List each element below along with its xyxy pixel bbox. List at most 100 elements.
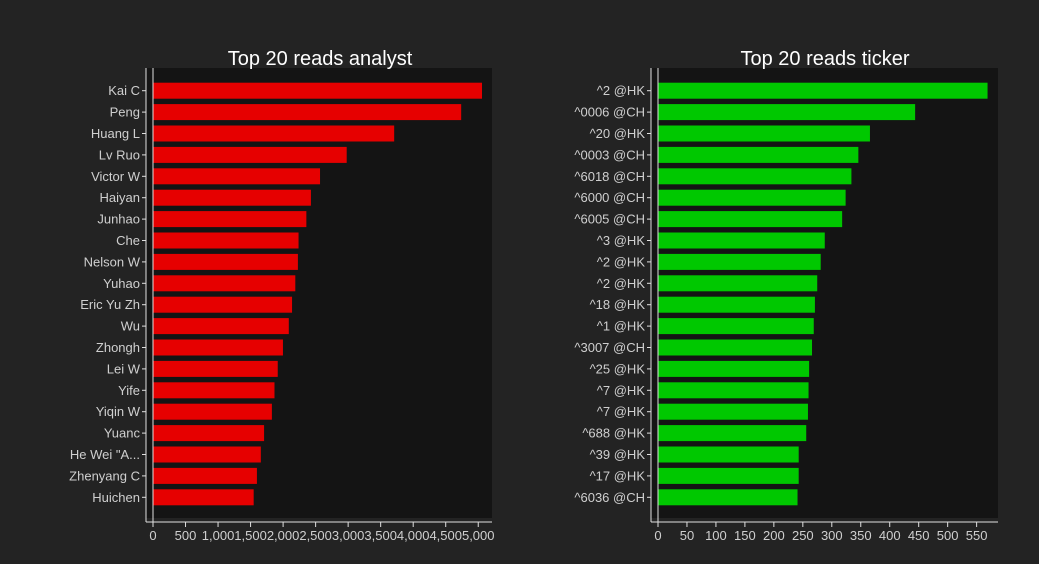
ticker-bar[interactable] xyxy=(658,82,988,99)
ticker-category-label: ^20 @HK xyxy=(590,126,646,141)
analyst-category-label: Kai C xyxy=(108,83,140,98)
ticker-bar[interactable] xyxy=(658,211,843,228)
ticker-category-label: ^6036 @CH xyxy=(574,490,645,505)
ticker-x-tick-label: 300 xyxy=(821,528,843,543)
analyst-bar[interactable] xyxy=(153,189,311,206)
analyst-category-label: Nelson W xyxy=(84,254,141,269)
ticker-bar[interactable] xyxy=(658,425,807,442)
ticker-bar[interactable] xyxy=(658,360,810,377)
analyst-bar[interactable] xyxy=(153,253,298,270)
ticker-x-tick-label: 200 xyxy=(763,528,785,543)
analyst-bar[interactable] xyxy=(153,168,321,185)
analyst-bar[interactable] xyxy=(153,318,289,335)
ticker-bar[interactable] xyxy=(658,253,821,270)
analyst-category-label: Che xyxy=(116,233,140,248)
ticker-category-label: ^39 @HK xyxy=(590,447,646,462)
analyst-bar[interactable] xyxy=(153,403,272,420)
analyst-x-tick-label: 3,500 xyxy=(364,528,397,543)
ticker-bar[interactable] xyxy=(658,446,799,463)
ticker-bar[interactable] xyxy=(658,318,814,335)
ticker-bar[interactable] xyxy=(658,125,870,142)
analyst-category-label: Yife xyxy=(118,383,140,398)
analyst-x-tick-label: 1,000 xyxy=(202,528,235,543)
ticker-bar[interactable] xyxy=(658,489,798,506)
ticker-category-label: ^7 @HK xyxy=(597,383,646,398)
ticker-category-label: ^7 @HK xyxy=(597,404,646,419)
ticker-bar[interactable] xyxy=(658,189,846,206)
analyst-x-tick-label: 2,500 xyxy=(299,528,332,543)
ticker-category-label: ^3007 @CH xyxy=(574,340,645,355)
ticker-chart-title: Top 20 reads ticker xyxy=(741,48,910,70)
ticker-bar[interactable] xyxy=(658,339,813,356)
analyst-bar[interactable] xyxy=(153,360,278,377)
analyst-bar[interactable] xyxy=(153,104,462,121)
ticker-category-label: ^6005 @CH xyxy=(574,212,645,227)
analyst-category-label: Yiqin W xyxy=(96,404,141,419)
analyst-x-tick-label: 4,500 xyxy=(429,528,462,543)
ticker-bar[interactable] xyxy=(658,104,916,121)
ticker-bar[interactable] xyxy=(658,275,818,292)
analyst-bar[interactable] xyxy=(153,146,347,163)
ticker-x-tick-label: 550 xyxy=(966,528,988,543)
analyst-category-label: Yuhao xyxy=(103,276,140,291)
analyst-category-label: Zhenyang C xyxy=(69,468,140,483)
analyst-bar[interactable] xyxy=(153,339,283,356)
analyst-bar[interactable] xyxy=(153,211,307,228)
analyst-bar[interactable] xyxy=(153,425,265,442)
ticker-category-label: ^0006 @CH xyxy=(574,105,645,120)
ticker-x-tick-label: 500 xyxy=(937,528,959,543)
analyst-bar[interactable] xyxy=(153,296,293,313)
ticker-category-label: ^2 @HK xyxy=(597,83,646,98)
analyst-category-label: Lei W xyxy=(107,361,141,376)
ticker-category-label: ^3 @HK xyxy=(597,233,646,248)
ticker-category-label: ^2 @HK xyxy=(597,276,646,291)
ticker-x-tick-label: 400 xyxy=(879,528,901,543)
ticker-bar[interactable] xyxy=(658,232,825,249)
ticker-x-tick-label: 150 xyxy=(734,528,756,543)
ticker-bar[interactable] xyxy=(658,146,859,163)
analyst-plot-area xyxy=(146,68,492,518)
analyst-x-tick-label: 5,000 xyxy=(462,528,495,543)
analyst-x-tick-label: 4,000 xyxy=(397,528,430,543)
ticker-category-label: ^17 @HK xyxy=(590,468,646,483)
analyst-category-label: He Wei "A... xyxy=(70,447,140,462)
analyst-category-label: Yuanc xyxy=(104,426,141,441)
analyst-x-tick-label: 3,000 xyxy=(332,528,365,543)
analyst-bar[interactable] xyxy=(153,467,257,484)
ticker-category-label: ^25 @HK xyxy=(590,361,646,376)
ticker-x-tick-label: 350 xyxy=(850,528,872,543)
analyst-chart-title: Top 20 reads analyst xyxy=(228,48,413,70)
ticker-plot-area xyxy=(651,68,998,518)
analyst-category-label: Victor W xyxy=(91,169,141,184)
ticker-category-label: ^1 @HK xyxy=(597,319,646,334)
analyst-bar[interactable] xyxy=(153,275,296,292)
analyst-category-label: Haiyan xyxy=(100,190,140,205)
analyst-bar[interactable] xyxy=(153,82,482,99)
analyst-bar[interactable] xyxy=(153,446,261,463)
analyst-bar[interactable] xyxy=(153,125,395,142)
ticker-bar[interactable] xyxy=(658,467,799,484)
ticker-bar[interactable] xyxy=(658,168,852,185)
analyst-category-label: Huang L xyxy=(91,126,140,141)
analyst-x-tick-label: 1,500 xyxy=(234,528,267,543)
ticker-category-label: ^0003 @CH xyxy=(574,147,645,162)
analyst-bar[interactable] xyxy=(153,232,299,249)
ticker-bar[interactable] xyxy=(658,403,808,420)
analyst-x-tick-label: 2,000 xyxy=(267,528,300,543)
ticker-category-label: ^2 @HK xyxy=(597,254,646,269)
analyst-bar[interactable] xyxy=(153,382,275,399)
ticker-category-label: ^6018 @CH xyxy=(574,169,645,184)
analyst-x-tick-label: 500 xyxy=(175,528,197,543)
analyst-bar[interactable] xyxy=(153,489,254,506)
ticker-bar[interactable] xyxy=(658,296,815,313)
analyst-x-tick-label: 0 xyxy=(149,528,156,543)
ticker-category-label: ^688 @HK xyxy=(582,426,645,441)
analyst-category-label: Wu xyxy=(121,319,140,334)
analyst-category-label: Huichen xyxy=(92,490,140,505)
analyst-category-label: Eric Yu Zh xyxy=(80,297,140,312)
analyst-category-label: Peng xyxy=(110,105,140,120)
ticker-x-tick-label: 450 xyxy=(908,528,930,543)
ticker-bar[interactable] xyxy=(658,382,809,399)
ticker-x-tick-label: 0 xyxy=(654,528,661,543)
